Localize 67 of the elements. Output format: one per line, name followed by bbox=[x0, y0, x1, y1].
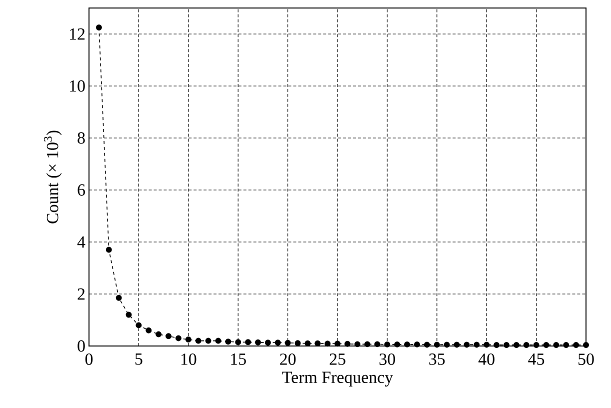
point bbox=[235, 339, 242, 346]
point bbox=[503, 342, 510, 348]
point bbox=[464, 342, 470, 348]
point bbox=[166, 333, 172, 340]
x-tick-label: 10 bbox=[181, 354, 196, 365]
x-tick-label: 15 bbox=[231, 354, 246, 365]
point bbox=[474, 342, 480, 348]
point bbox=[136, 322, 142, 328]
x-tick-label: 40 bbox=[478, 354, 494, 365]
point bbox=[264, 340, 271, 346]
point bbox=[156, 331, 162, 338]
y-tick-label: 10 bbox=[70, 80, 85, 92]
point bbox=[116, 294, 122, 301]
point bbox=[414, 341, 420, 348]
y-tick-label: 8 bbox=[78, 132, 85, 144]
point bbox=[424, 342, 430, 348]
point bbox=[205, 338, 212, 344]
y-axis-title: Count (× 10$^{3}$) bbox=[44, 130, 62, 224]
point bbox=[444, 342, 450, 348]
y-tick-label: 6 bbox=[78, 184, 85, 196]
y-tick-label: 12 bbox=[70, 28, 85, 40]
y-tick-label: 2 bbox=[78, 288, 85, 300]
x-tick-label: 35 bbox=[429, 354, 445, 365]
point bbox=[484, 342, 490, 348]
point bbox=[185, 336, 192, 342]
point bbox=[543, 342, 550, 348]
point bbox=[225, 338, 232, 345]
point bbox=[364, 341, 370, 348]
x-tick-label: 30 bbox=[380, 354, 396, 365]
point bbox=[254, 339, 261, 346]
x-tick-label: 45 bbox=[528, 354, 544, 365]
point bbox=[334, 340, 340, 347]
point bbox=[284, 340, 291, 346]
x-tick-label: 5 bbox=[135, 354, 142, 365]
point bbox=[583, 342, 589, 348]
point bbox=[126, 312, 132, 318]
point bbox=[175, 335, 182, 342]
point bbox=[245, 339, 252, 346]
point bbox=[434, 342, 440, 348]
point bbox=[274, 340, 281, 346]
point bbox=[384, 341, 390, 348]
point bbox=[404, 341, 410, 348]
point bbox=[215, 338, 222, 344]
point bbox=[573, 342, 580, 348]
point bbox=[146, 327, 152, 334]
y-tick-label: 0 bbox=[78, 340, 85, 352]
point bbox=[96, 24, 102, 30]
point bbox=[394, 341, 400, 348]
point bbox=[354, 341, 360, 348]
x-tick-label: 0 bbox=[85, 354, 93, 365]
point bbox=[523, 342, 530, 348]
x-tick-label: 20 bbox=[280, 354, 296, 365]
point bbox=[454, 342, 460, 348]
point bbox=[344, 340, 350, 347]
x-tick-label: 50 bbox=[578, 354, 594, 365]
point bbox=[513, 342, 520, 348]
point bbox=[195, 338, 202, 344]
point bbox=[553, 342, 560, 348]
point bbox=[563, 342, 570, 348]
x-axis-title: Term Frequency bbox=[282, 372, 394, 387]
x-tick-label: 25 bbox=[330, 354, 346, 365]
point bbox=[324, 340, 331, 347]
point bbox=[374, 341, 380, 348]
point bbox=[106, 246, 112, 253]
point bbox=[494, 342, 500, 348]
point bbox=[533, 342, 540, 348]
y-tick-label: 4 bbox=[77, 236, 86, 248]
